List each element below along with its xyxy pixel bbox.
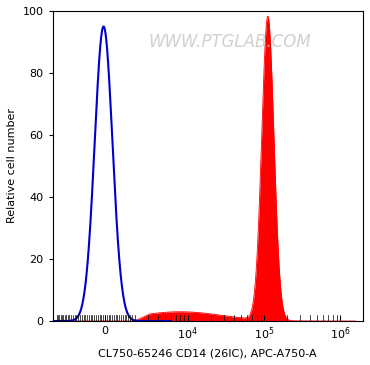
X-axis label: CL750-65246 CD14 (26IC), APC-A750-A: CL750-65246 CD14 (26IC), APC-A750-A	[98, 348, 317, 358]
Y-axis label: Relative cell number: Relative cell number	[7, 108, 17, 223]
Text: WWW.PTGLAB.COM: WWW.PTGLAB.COM	[148, 32, 311, 51]
